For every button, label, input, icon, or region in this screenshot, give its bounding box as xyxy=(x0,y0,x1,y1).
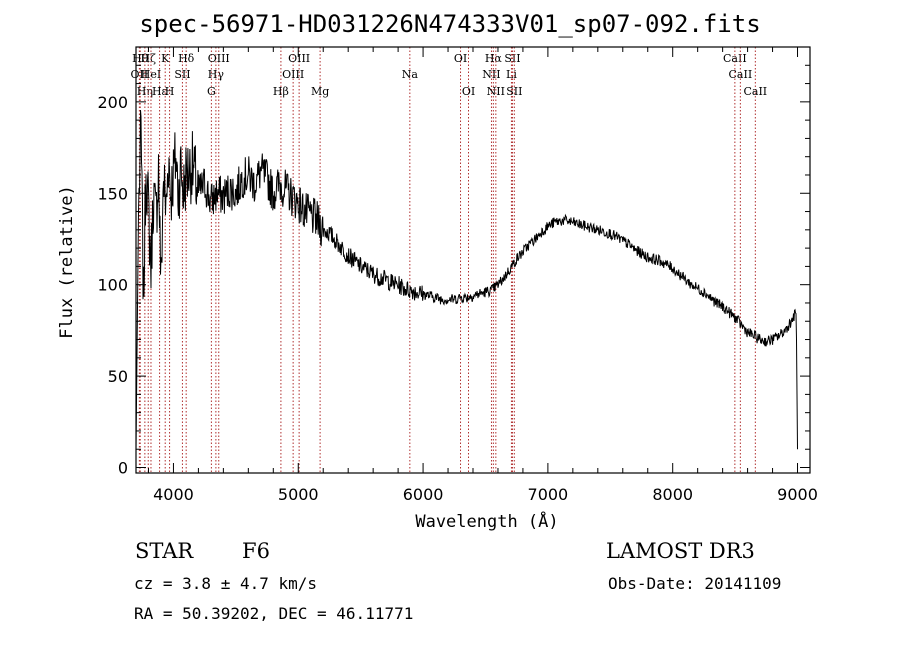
line-label: NII xyxy=(482,68,500,81)
line-label: Hε xyxy=(152,85,168,98)
line-label: CaII xyxy=(743,85,767,98)
y-tick-label: 50 xyxy=(108,367,128,386)
plot-frame xyxy=(135,46,811,474)
line-label: NII xyxy=(487,85,505,98)
y-tick-label: 0 xyxy=(118,459,128,478)
x-tick-label: 5000 xyxy=(278,485,319,504)
line-label: K xyxy=(161,52,170,65)
line-label: CaII xyxy=(723,52,747,65)
spectrum-series xyxy=(135,110,798,450)
line-label: G xyxy=(207,85,216,98)
chart-title: spec-56971-HD031226N474333V01_sp07-092.f… xyxy=(139,10,761,38)
line-label: Na xyxy=(402,68,419,81)
line-label: Hβ xyxy=(273,85,289,98)
y-tick-label: 150 xyxy=(97,184,128,203)
line-label: OIII xyxy=(288,52,310,65)
line-label: Mg xyxy=(311,85,329,98)
y-axis-label: Flux (relative) xyxy=(57,185,77,339)
line-label: OI xyxy=(454,52,467,65)
x-axis-label: Wavelength (Å) xyxy=(415,512,559,532)
object-subclass: F6 xyxy=(242,539,270,563)
line-label: Hη xyxy=(137,85,153,98)
x-tick-label: 6000 xyxy=(403,485,444,504)
sky-coordinates: RA = 50.39202, DEC = 46.11771 xyxy=(134,604,414,623)
spectrum-line xyxy=(135,110,798,450)
y-tick-label: 100 xyxy=(97,276,128,295)
x-tick-label: 7000 xyxy=(528,485,569,504)
line-label: Hδ xyxy=(178,52,195,65)
line-label: OI xyxy=(462,85,475,98)
axes: 4000 5000 6000 7000 8000 9000 0 50 100 150 200 xyxy=(97,46,818,504)
x-tick-label: 9000 xyxy=(777,485,818,504)
line-label: Hζ xyxy=(140,52,156,65)
x-tick-label: 8000 xyxy=(652,485,693,504)
object-type: STAR xyxy=(135,539,194,563)
survey-name: LAMOST DR3 xyxy=(606,539,755,563)
line-label: OIII xyxy=(208,52,230,65)
line-label: Hα xyxy=(485,52,503,65)
line-label: OIII xyxy=(282,68,304,81)
line-label: H xyxy=(165,85,175,98)
x-tick-label: 4000 xyxy=(153,485,194,504)
redshift-velocity: cz = 3.8 ± 4.7 km/s xyxy=(134,574,318,593)
line-label: SII xyxy=(504,52,520,65)
line-label: SII xyxy=(506,85,522,98)
line-label: Li xyxy=(506,68,517,81)
y-tick-label: 200 xyxy=(97,93,128,112)
line-label: HeI xyxy=(141,68,161,81)
line-label: OII xyxy=(131,68,149,81)
line-label: CaII xyxy=(729,68,753,81)
line-label: SII xyxy=(174,68,190,81)
line-label: Hγ xyxy=(208,68,225,81)
observation-date: Obs-Date: 20141109 xyxy=(608,574,782,593)
emission-line-markers: OIIHθHηHζHeIHεKHSIIHδGHγOIIIHβOIIIOIIIMg… xyxy=(131,47,767,473)
